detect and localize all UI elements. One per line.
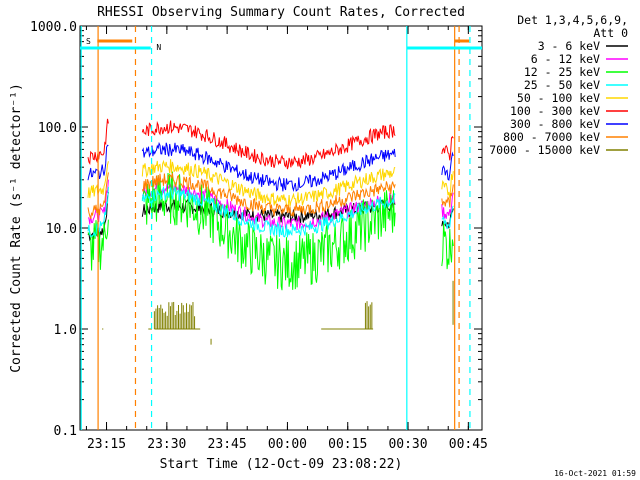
- date-stamp: 16-Oct-2021 01:59: [554, 469, 636, 478]
- legend-label: 300 - 800 keV: [510, 117, 600, 131]
- x-tick-label: 00:00: [268, 437, 307, 452]
- legend-label: 25 - 50 keV: [524, 78, 600, 92]
- flag-label: N: [156, 43, 161, 52]
- legend-label: 800 - 7000 keV: [503, 130, 600, 144]
- y-axis-label: Corrected Count Rate (s⁻¹ detector⁻¹): [9, 83, 24, 373]
- x-tick-label: 23:15: [87, 437, 126, 452]
- chart-title: RHESSI Observing Summary Count Rates, Co…: [97, 5, 465, 20]
- legend-label: 100 - 300 keV: [510, 104, 600, 118]
- series-line: [87, 118, 454, 170]
- y-tick-label: 100.0: [38, 121, 77, 136]
- legend-label: 50 - 100 keV: [517, 91, 600, 105]
- x-tick-label: 00:45: [449, 437, 488, 452]
- flag-label: S: [86, 37, 91, 46]
- series-line: [87, 179, 454, 231]
- y-tick-label: 1000.0: [30, 20, 77, 35]
- x-tick-label: 00:30: [388, 437, 427, 452]
- x-tick-label: 23:45: [208, 437, 247, 452]
- y-tick-label: 1.0: [54, 323, 77, 338]
- legend-label: 3 - 6 keV: [538, 39, 600, 53]
- plot-area: 1000.0 100.0 10.0 1.0 0.1 23:15 23:30 23:45 00:0…: [30, 20, 488, 452]
- y-tick-label: 0.1: [54, 424, 77, 439]
- legend-label: 12 - 25 keV: [524, 65, 600, 79]
- legend-label: 6 - 12 keV: [531, 52, 600, 66]
- legend-header: Att 0: [593, 26, 628, 40]
- y-tick-label: 10.0: [46, 222, 77, 237]
- legend-label: 7000 - 15000 keV: [489, 143, 600, 157]
- x-tick-label: 00:15: [328, 437, 367, 452]
- x-tick-label: 23:30: [147, 437, 186, 452]
- legend-header: Det 1,3,4,5,6,9,: [517, 13, 628, 27]
- x-axis-label: Start Time (12-Oct-09 23:08:22): [160, 457, 403, 472]
